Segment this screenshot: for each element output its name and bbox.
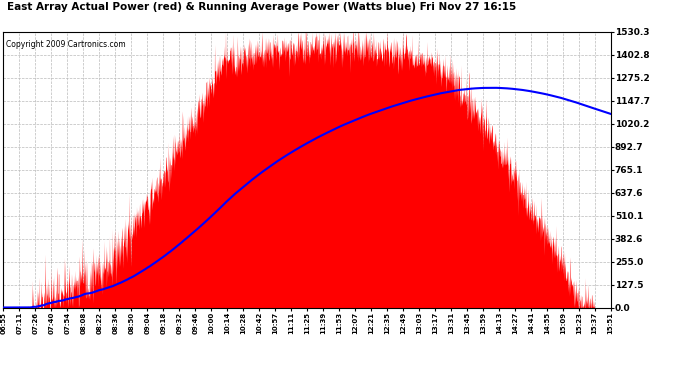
Text: Copyright 2009 Cartronics.com: Copyright 2009 Cartronics.com: [6, 40, 126, 49]
Text: East Array Actual Power (red) & Running Average Power (Watts blue) Fri Nov 27 16: East Array Actual Power (red) & Running …: [7, 2, 516, 12]
